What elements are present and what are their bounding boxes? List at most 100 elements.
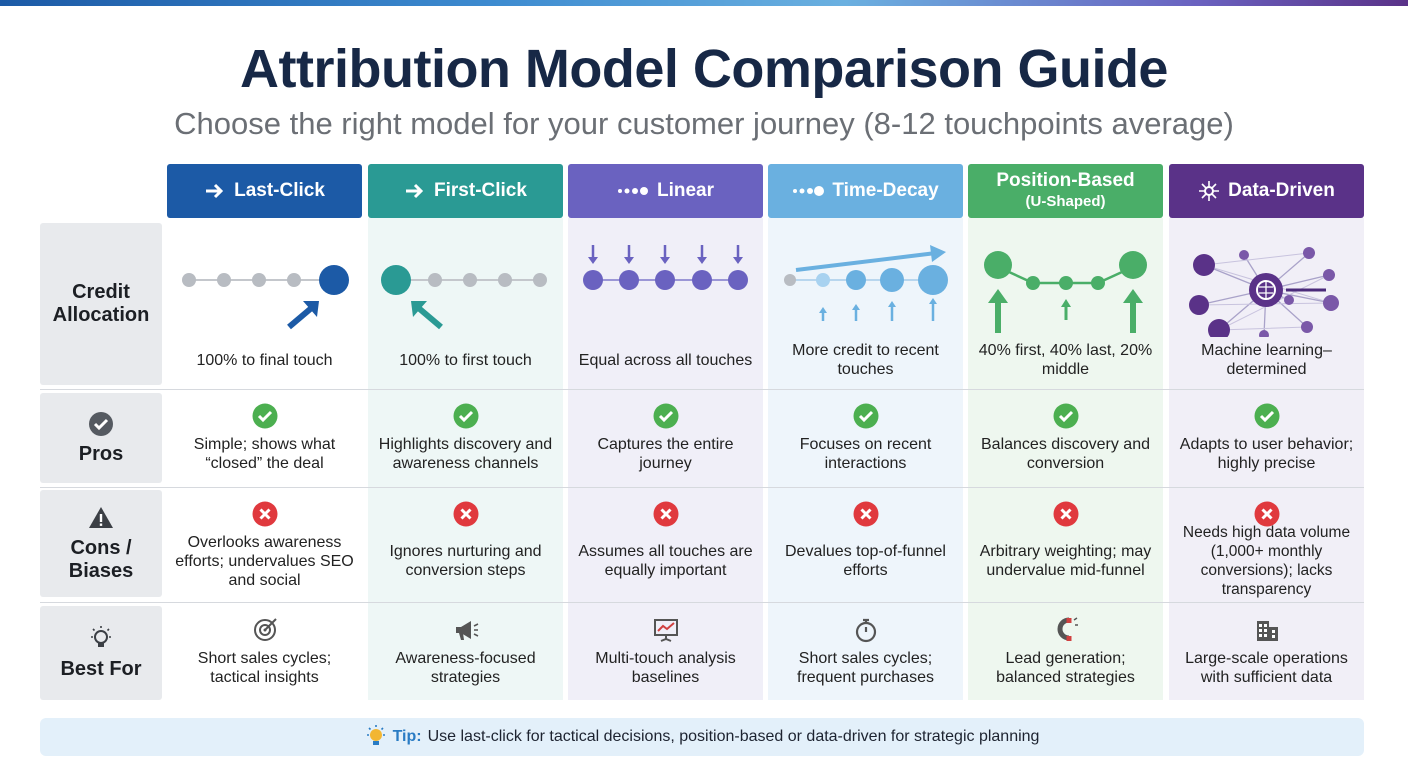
icon-shape: [99, 513, 103, 522]
cell-text: Overlooks awareness efforts; undervalues…: [175, 533, 354, 589]
icon-shape: [1263, 634, 1267, 637]
icon-shape: [369, 729, 382, 741]
icon-shape: [498, 273, 512, 287]
icon-shape: [583, 270, 603, 290]
top-accent-bar: [0, 0, 1408, 6]
icon-shape: [929, 298, 937, 304]
icon-shape: [846, 270, 866, 290]
icon-shape: [1123, 289, 1143, 303]
cell-text: Adapts to user behavior; highly precise: [1179, 436, 1354, 472]
icon-shape: [1258, 629, 1262, 632]
icon-shape: [1059, 508, 1072, 520]
cell-text: Devalues top-of-funnel efforts: [785, 543, 946, 579]
icon-shape: [733, 257, 743, 264]
credit-diagram: [583, 245, 748, 290]
icon-shape: [795, 251, 937, 272]
icon-shape: [287, 273, 301, 287]
column-name: First-Click: [434, 180, 527, 201]
cell-text: Equal across all touches: [578, 351, 753, 369]
icon-shape: [639, 187, 648, 195]
cross-icon: [453, 501, 478, 527]
icon-shape: [1258, 624, 1262, 627]
cross-icon: [252, 501, 277, 527]
row-label: Cons / Biases: [40, 490, 162, 597]
icon-shape: [206, 183, 224, 199]
icon-shape: [473, 623, 478, 637]
check-icon: [1053, 403, 1078, 429]
icon-shape: [366, 725, 385, 736]
icon-shape: [1189, 295, 1209, 315]
icon-shape: [257, 410, 272, 423]
cross-icon: [1053, 501, 1078, 527]
icon-shape: [1284, 295, 1294, 305]
icon-shape: [988, 289, 1008, 303]
icon-shape: [1061, 299, 1071, 307]
cell-text: Arbitrary weighting; may undervalue mid-…: [979, 543, 1152, 579]
icon-shape: [793, 189, 798, 193]
row-label-icon: [91, 625, 111, 647]
icon-shape: [984, 251, 1012, 279]
icon-shape: [98, 642, 104, 647]
cell-text: Balances discovery and conversion: [981, 436, 1150, 472]
icon-shape: [258, 624, 271, 636]
icon-shape: [99, 523, 103, 526]
icon-shape: [263, 618, 277, 631]
cell-text: Focuses on recent interactions: [799, 436, 932, 472]
header-icon: [793, 186, 825, 196]
cell-text: More credit to recent touches: [792, 342, 939, 378]
icon-shape: [858, 410, 873, 423]
row-separator: [40, 487, 1364, 488]
icon-shape: [655, 270, 675, 290]
icon-shape: [852, 304, 860, 310]
icon-shape: [1239, 250, 1249, 260]
icon-shape: [319, 265, 349, 295]
cell-text: 100% to first touch: [399, 351, 532, 369]
icon-shape: [697, 257, 707, 264]
credit-diagram: [1189, 247, 1339, 337]
column-header: Position-Based (U-Shaped): [968, 164, 1163, 218]
cross-icon: [853, 501, 878, 527]
credit-diagram: [182, 265, 349, 330]
column-name: Last-Click: [234, 180, 325, 201]
icon-shape: [624, 257, 634, 264]
column-name: Time-Decay: [832, 180, 939, 201]
header-text: Position-Based (U-Shaped): [996, 170, 1134, 212]
header-icon: [206, 183, 224, 199]
credit-diagram: [984, 251, 1147, 333]
icon-shape: [799, 188, 805, 194]
icon-shape: [660, 635, 671, 642]
icon-shape: [258, 508, 271, 520]
icon-shape: [1208, 319, 1230, 337]
row-label-icon: [89, 411, 113, 436]
icon-shape: [1199, 181, 1220, 201]
tip-text: Use last-click for tactical decisions, p…: [427, 728, 1040, 745]
icon-shape: [372, 741, 379, 745]
icon-shape: [1026, 276, 1040, 290]
icon-shape: [1256, 621, 1269, 641]
icon-shape: [1268, 627, 1278, 641]
icon-shape: [253, 619, 276, 641]
icon-shape: [1056, 617, 1069, 641]
icon-shape: [1199, 181, 1220, 201]
icon-shape: [411, 301, 427, 317]
row-label-icon: [89, 506, 113, 528]
icon-shape: [1323, 295, 1339, 311]
best-for-icon: [1256, 621, 1278, 641]
header-icon: [1199, 181, 1220, 201]
credit-diagram: [784, 245, 948, 321]
column-subtitle: (U-Shaped): [1025, 193, 1106, 210]
cell-text: 40% first, 40% last, 20% middle: [978, 342, 1153, 378]
cell-text: Short sales cycles; frequent purchases: [797, 650, 934, 686]
subtitle: Choose the right model for your customer…: [174, 106, 1234, 141]
column-header: First-Click: [368, 164, 563, 218]
icon-shape: [588, 257, 598, 264]
cell-text: Large-scale operations with sufficient d…: [1185, 650, 1348, 686]
icon-shape: [1073, 617, 1078, 626]
cell-text: Ignores nurturing and conversion steps: [389, 543, 542, 579]
icon-shape: [458, 410, 473, 423]
icon-shape: [1258, 624, 1275, 638]
icon-shape: [918, 265, 948, 295]
best-for-icon: [253, 618, 277, 641]
